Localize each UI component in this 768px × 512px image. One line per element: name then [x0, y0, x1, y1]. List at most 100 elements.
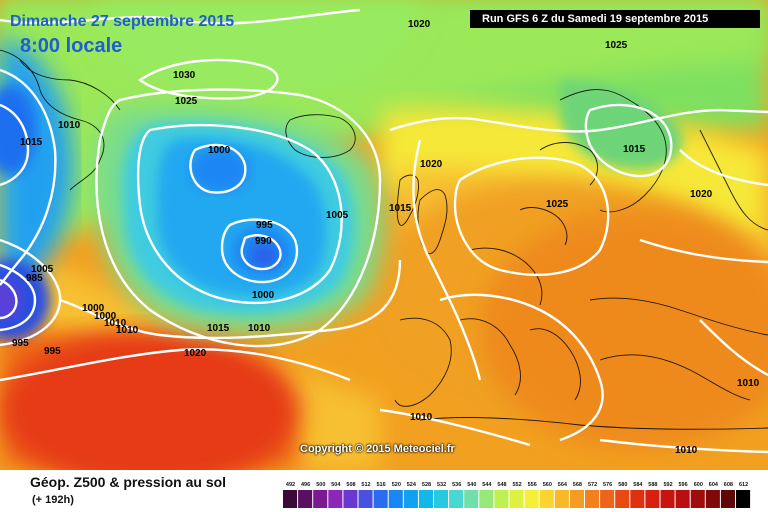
legend-tick-label: 588 [648, 482, 657, 488]
legend-tick-label: 604 [709, 482, 719, 488]
legend-tick-label: 584 [633, 482, 643, 488]
legend-swatch [388, 490, 403, 508]
isobar-label: 985 [26, 273, 43, 284]
geopotential-map: 1020 1025 1030 1025 1010 1015 1020 1015 … [0, 0, 768, 470]
isobar-label: 1015 [207, 323, 230, 334]
legend-tick-label: 556 [528, 482, 537, 488]
isobar-label: 1010 [58, 120, 81, 131]
legend-swatch [675, 490, 690, 508]
legend-tick-label: 568 [573, 482, 582, 488]
legend-swatch [524, 490, 539, 508]
legend-tick-label: 504 [331, 482, 341, 488]
isobar-label: 1030 [173, 70, 196, 81]
isobar-label: 1010 [410, 412, 433, 423]
legend-swatch [690, 490, 705, 508]
legend-swatch [720, 490, 735, 508]
isobars [0, 8, 768, 454]
isobar-label: 1015 [389, 203, 412, 214]
map-variable-title: Géop. Z500 & pression au sol [30, 474, 227, 490]
isobar-label: 1000 [94, 311, 117, 322]
legend-swatch [600, 490, 615, 508]
isobar-label: 1020 [690, 189, 713, 200]
isobar-label: 1015 [623, 144, 646, 155]
forecast-date: Dimanche 27 septembre 2015 [10, 13, 235, 30]
forecast-time: 8:00 locale [20, 35, 123, 57]
legend-tick-label: 608 [724, 482, 733, 488]
legend-swatch [494, 490, 509, 508]
isobar-labels: 1020 1025 1030 1025 1010 1015 1020 1015 … [12, 19, 760, 456]
legend-swatch [434, 490, 449, 508]
legend-tick-label: 612 [739, 482, 748, 488]
legend-swatch [569, 490, 584, 508]
isobar-label: 1000 [82, 303, 105, 314]
isobar-label: 1020 [408, 19, 431, 30]
legend-swatch [358, 490, 373, 508]
legend-tick-label: 532 [437, 482, 446, 488]
isobar-label: 1020 [420, 159, 443, 170]
isobar-label: 1025 [175, 96, 198, 107]
legend-tick-label: 560 [543, 482, 552, 488]
legend-tick-label: 524 [407, 482, 417, 488]
legend-swatch [645, 490, 660, 508]
copyright-text: Copyright © 2015 Meteociel.fr [300, 443, 455, 455]
legend-tick-label: 576 [603, 482, 612, 488]
legend-swatch [298, 490, 313, 508]
legend-swatch [660, 490, 675, 508]
isobar-label: 1010 [116, 325, 139, 336]
legend-tick-label: 596 [679, 482, 688, 488]
isobar-label: 1025 [605, 40, 628, 51]
legend-tick-label: 572 [588, 482, 597, 488]
legend-tick-label: 508 [346, 482, 355, 488]
legend-swatch [615, 490, 630, 508]
legend-tick-label: 528 [422, 482, 431, 488]
legend-swatch [449, 490, 464, 508]
legend-tick-label: 600 [694, 482, 703, 488]
isobar-label: 1010 [248, 323, 271, 334]
isobar-label: 1015 [20, 137, 43, 148]
legend-tick-label: 500 [316, 482, 325, 488]
model-run-label: Run GFS 6 Z du Samedi 19 septembre 2015 [470, 10, 760, 28]
isobar-label: 1025 [546, 199, 569, 210]
legend-tick-label: 552 [513, 482, 522, 488]
isobar-label: 1005 [31, 264, 54, 275]
legend-tick-label: 516 [377, 482, 386, 488]
legend-tick-label: 520 [392, 482, 401, 488]
legend-tick-label: 492 [286, 482, 295, 488]
legend-swatch [539, 490, 554, 508]
legend-swatch [585, 490, 600, 508]
isobar-label: 1010 [675, 445, 698, 456]
legend-swatch [705, 490, 720, 508]
legend-tick-label: 548 [497, 482, 506, 488]
z500-color-field [0, 0, 768, 470]
legend-swatch [479, 490, 494, 508]
isobar-label: 1010 [737, 378, 760, 389]
legend-swatch [373, 490, 388, 508]
legend-swatch [283, 490, 298, 508]
isobar-label: 1000 [208, 145, 231, 156]
legend-tick-label: 540 [467, 482, 476, 488]
legend-swatch [509, 490, 524, 508]
isobar-label: 1005 [326, 210, 349, 221]
isobar-label: 990 [255, 236, 272, 247]
legend-tick-label: 592 [664, 482, 673, 488]
legend-tick-label: 564 [558, 482, 568, 488]
isobar-label: 995 [256, 220, 273, 231]
legend-swatch [418, 490, 433, 508]
legend-tick-label: 512 [361, 482, 370, 488]
isobar-label: 995 [44, 346, 61, 357]
legend-swatch [630, 490, 645, 508]
isobar-label: 1020 [184, 348, 207, 359]
legend-tick-label: 496 [301, 482, 310, 488]
isobar-label: 1010 [104, 318, 127, 329]
forecast-range: (+ 192h) [32, 494, 74, 506]
legend-swatch [403, 490, 418, 508]
coastlines [0, 49, 768, 430]
legend-tick-label: 580 [618, 482, 627, 488]
legend-tick-label: 536 [452, 482, 461, 488]
isobar-label: 995 [12, 338, 29, 349]
color-legend: 492 496 500 504 508 512 516 520 524 528 532 536 540 5… [283, 482, 751, 508]
legend-swatch [313, 490, 328, 508]
legend-swatch [554, 490, 569, 508]
isobar-label: 1000 [252, 290, 275, 301]
